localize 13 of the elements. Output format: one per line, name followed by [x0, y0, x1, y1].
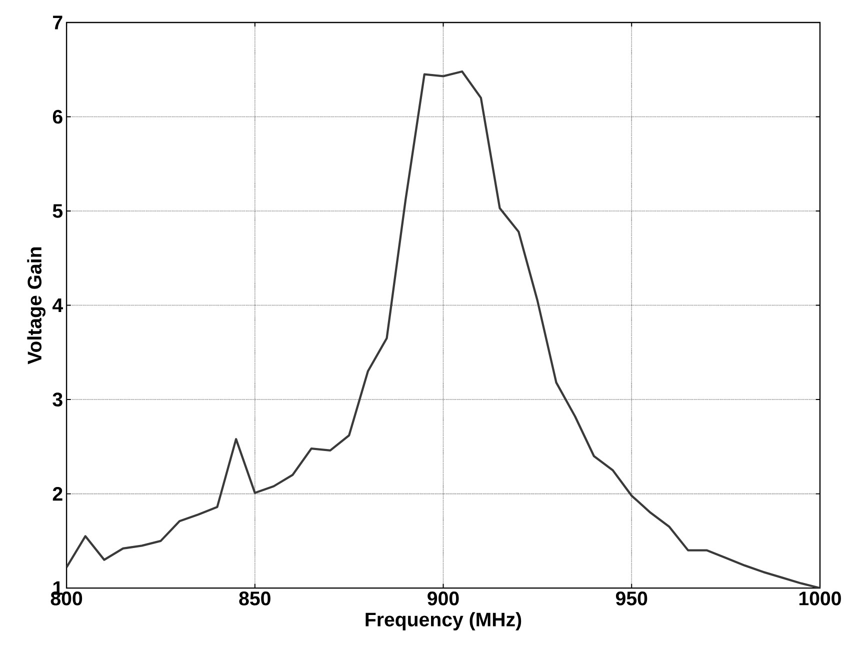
x-tick-label: 950: [616, 592, 648, 606]
line-series: [66, 70, 820, 588]
x-tick-label: 900: [428, 592, 459, 606]
y-tick-label: 4: [52, 298, 63, 312]
y-tick-label: 3: [52, 392, 62, 407]
y-tick-label: 2: [52, 487, 62, 501]
x-tick-label: 850: [239, 592, 270, 606]
y-tick-label: 7: [53, 16, 62, 30]
y-tick-label: 6: [52, 110, 62, 124]
y-axis-title: Voltage Gain: [27, 248, 46, 364]
x-axis-title: Frequency (MHz): [366, 612, 522, 631]
x-tick-label: 1000: [799, 592, 841, 606]
y-tick-label: 5: [52, 204, 63, 218]
